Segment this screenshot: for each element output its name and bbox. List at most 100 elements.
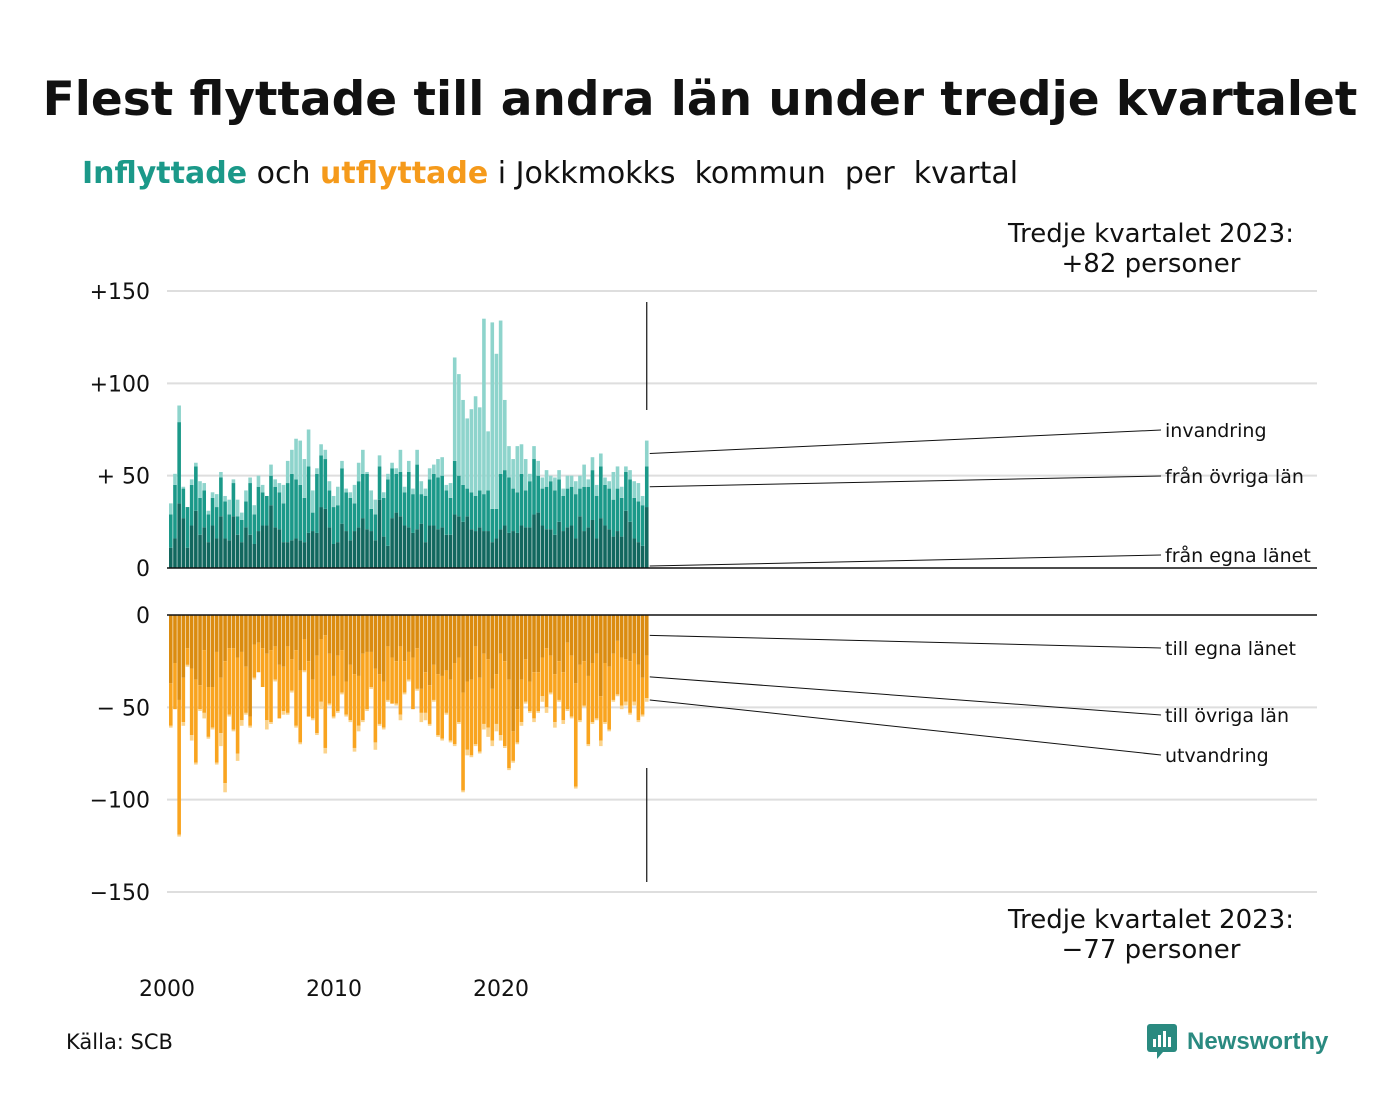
bar-out-utvandring — [603, 722, 607, 724]
bar-out-utvandring — [281, 711, 286, 715]
bar-out-egna-lanet — [553, 615, 557, 675]
bar-in-invandring — [573, 481, 578, 495]
bar-in-egna-lanet — [569, 525, 574, 568]
bar-in-invandring — [432, 464, 436, 474]
bar-out-ovriga-lan — [494, 674, 499, 724]
bar-out-egna-lanet — [411, 615, 415, 658]
bar-in-invandring — [624, 466, 628, 472]
bar-out-egna-lanet — [319, 615, 323, 640]
bar-in-invandring — [169, 503, 173, 515]
bar-in-invandring — [256, 475, 261, 487]
bar-out-ovriga-lan — [281, 666, 286, 712]
bar-out-utvandring — [544, 707, 549, 713]
bar-out-egna-lanet — [611, 615, 616, 654]
bar-out-ovriga-lan — [223, 661, 227, 784]
bar-out-ovriga-lan — [482, 653, 486, 724]
bar-in-egna-lanet — [557, 521, 561, 568]
bar-in-invandring — [373, 499, 378, 515]
bar-in-egna-lanet — [256, 531, 261, 568]
bar-in-ovriga-lan — [327, 490, 332, 528]
bar-in-ovriga-lan — [319, 455, 323, 508]
bar-in-egna-lanet — [536, 512, 540, 568]
bar-in-invandring — [569, 475, 574, 487]
bar-out-utvandring — [315, 733, 319, 736]
bar-in-ovriga-lan — [586, 486, 591, 528]
bar-out-ovriga-lan — [432, 664, 436, 700]
bar-out-ovriga-lan — [285, 646, 290, 713]
bar-out-egna-lanet — [415, 615, 419, 649]
bar-out-ovriga-lan — [611, 653, 616, 700]
bar-out-utvandring — [511, 760, 515, 763]
bar-out-egna-lanet — [573, 615, 578, 684]
bar-out-utvandring — [265, 720, 269, 730]
bar-in-egna-lanet — [440, 527, 444, 568]
bar-in-egna-lanet — [319, 507, 323, 568]
bar-in-egna-lanet — [365, 529, 369, 568]
bar-out-utvandring — [586, 744, 591, 747]
bar-in-egna-lanet — [423, 542, 428, 568]
bar-in-invandring — [582, 464, 586, 487]
bar-in-egna-lanet — [394, 512, 399, 568]
bar-out-egna-lanet — [386, 615, 390, 647]
bar-out-egna-lanet — [235, 615, 240, 658]
bar-in-invandring — [352, 484, 357, 504]
bar-in-invandring — [578, 475, 582, 489]
bar-in-ovriga-lan — [181, 488, 186, 519]
bar-in-egna-lanet — [198, 534, 202, 568]
bar-in-ovriga-lan — [615, 488, 620, 532]
bar-out-ovriga-lan — [210, 687, 215, 728]
bar-out-utvandring — [440, 738, 444, 741]
bar-out-egna-lanet — [640, 615, 645, 678]
bar-in-egna-lanet — [607, 529, 611, 568]
bar-out-egna-lanet — [528, 615, 532, 682]
bar-in-invandring — [177, 405, 181, 423]
bar-in-ovriga-lan — [210, 497, 215, 526]
bar-in-ovriga-lan — [486, 490, 490, 532]
bar-in-ovriga-lan — [511, 488, 515, 532]
bar-out-ovriga-lan — [169, 683, 173, 726]
bar-out-utvandring — [331, 716, 336, 719]
bar-in-invandring — [365, 471, 369, 474]
bar-out-egna-lanet — [498, 615, 503, 654]
bar-out-utvandring — [461, 790, 465, 793]
bar-in-invandring — [561, 488, 566, 496]
bar-in-invandring — [599, 453, 603, 467]
bar-in-ovriga-lan — [231, 483, 236, 517]
bar-in-invandring — [448, 483, 453, 498]
bar-in-ovriga-lan — [461, 484, 465, 522]
bar-in-invandring — [173, 473, 177, 485]
bar-in-egna-lanet — [352, 531, 357, 568]
bar-in-ovriga-lan — [239, 519, 244, 543]
bar-out-egna-lanet — [477, 615, 482, 678]
bar-out-utvandring — [636, 720, 641, 723]
newsworthy-logo-icon — [1147, 1024, 1177, 1059]
bar-out-utvandring — [607, 729, 611, 732]
bar-in-ovriga-lan — [406, 471, 411, 528]
bar-out-utvandring — [507, 768, 511, 771]
bar-in-ovriga-lan — [377, 466, 382, 500]
bar-out-utvandring — [214, 762, 219, 765]
bar-in-ovriga-lan — [561, 495, 566, 532]
bar-out-egna-lanet — [469, 615, 474, 680]
bar-out-utvandring — [169, 725, 173, 728]
series-label-in: från egna länet — [1165, 544, 1311, 567]
bar-out-utvandring — [231, 729, 236, 732]
bar-in-egna-lanet — [511, 531, 515, 568]
bar-out-egna-lanet — [352, 615, 357, 675]
bar-in-invandring — [206, 510, 211, 515]
bar-in-egna-lanet — [169, 547, 173, 568]
bar-out-egna-lanet — [523, 615, 528, 660]
bar-in-invandring — [331, 495, 336, 508]
bar-out-egna-lanet — [185, 615, 190, 649]
bar-out-utvandring — [503, 746, 507, 748]
bar-out-utvandring — [528, 711, 532, 713]
bar-out-egna-lanet — [340, 615, 344, 651]
bar-out-egna-lanet — [557, 615, 561, 662]
bar-in-ovriga-lan — [194, 466, 198, 511]
bar-out-egna-lanet — [436, 615, 440, 675]
bar-in-invandring — [486, 431, 490, 491]
subtitle-rest: i Jokkmokks kommun per kvartal — [488, 156, 1019, 191]
bar-out-egna-lanet — [373, 615, 378, 669]
bar-in-ovriga-lan — [185, 507, 190, 548]
